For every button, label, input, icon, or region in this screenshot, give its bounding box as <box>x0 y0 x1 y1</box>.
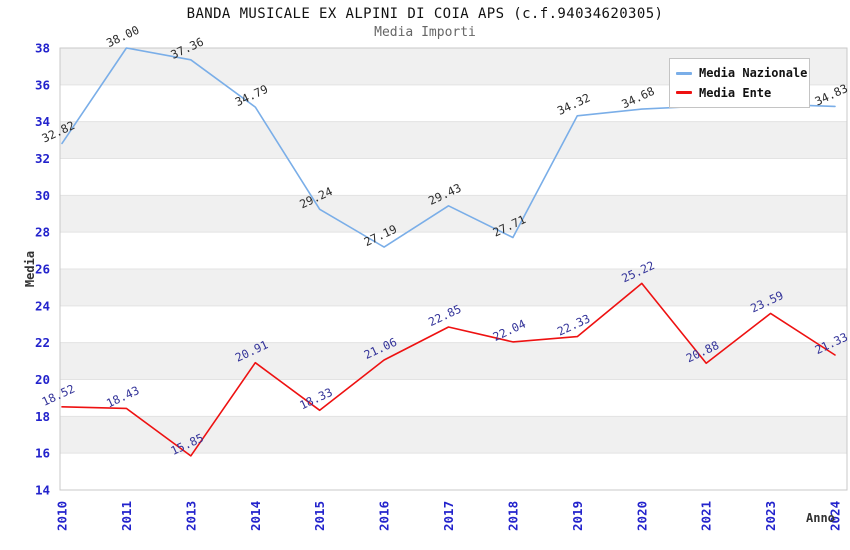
grid-band <box>60 342 847 380</box>
point-label: 38.00 <box>104 23 141 50</box>
y-tick-label: 30 <box>35 188 50 203</box>
grid-band <box>60 121 847 159</box>
grid-band <box>60 416 847 454</box>
y-tick-label: 16 <box>35 446 50 461</box>
x-tick-label: 2021 <box>699 501 714 531</box>
x-tick-label: 2011 <box>119 501 134 531</box>
x-tick-label: 2020 <box>634 501 649 531</box>
legend-swatch-icon <box>676 91 692 95</box>
legend-item: Media Nazionale <box>676 66 807 80</box>
y-tick-label: 36 <box>35 77 50 92</box>
chart-subtitle: Media Importi <box>374 25 476 40</box>
y-tick-label: 22 <box>35 335 50 350</box>
x-tick-label: 2018 <box>505 501 520 531</box>
y-tick-label: 28 <box>35 225 50 240</box>
y-tick-label: 20 <box>35 372 50 387</box>
x-tick-label: 2017 <box>441 501 456 531</box>
x-tick-label: 2015 <box>312 501 327 531</box>
legend-item: Media Ente <box>676 86 803 100</box>
y-tick-label: 14 <box>35 483 50 498</box>
point-label: 22.04 <box>491 317 528 344</box>
point-label: 34.68 <box>619 84 656 111</box>
point-label: 22.33 <box>555 311 592 338</box>
x-tick-label: 2014 <box>248 501 263 531</box>
legend-label: Media Ente <box>699 85 772 100</box>
point-label: 34.32 <box>555 90 592 117</box>
y-tick-label: 26 <box>35 262 50 277</box>
grid-band <box>60 269 847 306</box>
y-tick-label: 34 <box>35 114 50 129</box>
y-tick-label: 32 <box>35 151 50 166</box>
x-tick-label: 2024 <box>828 501 843 531</box>
y-tick-label: 38 <box>35 41 50 56</box>
chart-title: BANDA MUSICALE EX ALPINI DI COIA APS (c.… <box>186 6 664 22</box>
point-label: 18.43 <box>104 383 141 410</box>
x-tick-label: 2019 <box>570 501 585 531</box>
y-tick-label: 24 <box>35 298 50 313</box>
x-tick-label: 2023 <box>763 501 778 531</box>
y-tick-label: 18 <box>35 409 50 424</box>
x-tick-label: 2010 <box>55 501 70 531</box>
series-line-media-ente <box>61 282 836 457</box>
legend-label: Media Nazionale <box>699 66 808 81</box>
x-tick-label: 2016 <box>377 501 392 531</box>
x-tick-label: 2013 <box>183 501 198 531</box>
plot-border <box>59 47 848 491</box>
grid-band <box>60 195 847 233</box>
legend-swatch-icon <box>676 71 692 75</box>
x-axis-title: Anno <box>806 511 835 525</box>
legend: Media Nazionale Media Ente <box>669 58 810 108</box>
